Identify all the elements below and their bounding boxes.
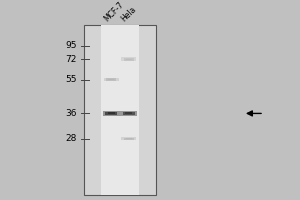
Text: 95: 95 xyxy=(65,41,76,50)
Bar xyxy=(105,112,117,115)
Text: 28: 28 xyxy=(65,134,76,143)
Bar xyxy=(104,78,118,81)
Bar xyxy=(101,25,122,195)
Bar xyxy=(123,112,135,115)
Bar xyxy=(108,112,115,114)
Text: MCF-7: MCF-7 xyxy=(102,1,125,24)
Bar xyxy=(120,111,137,116)
Bar xyxy=(84,25,156,195)
Bar xyxy=(103,111,120,116)
Bar xyxy=(125,112,132,114)
Text: 36: 36 xyxy=(65,109,76,118)
Bar xyxy=(124,138,134,140)
Bar xyxy=(106,78,116,81)
Bar xyxy=(126,138,131,139)
Text: 72: 72 xyxy=(65,55,76,64)
Text: 55: 55 xyxy=(65,75,76,84)
Bar xyxy=(126,59,131,60)
Bar xyxy=(118,25,139,195)
Bar xyxy=(109,79,114,80)
Bar xyxy=(122,57,136,61)
Bar xyxy=(124,58,134,61)
Text: Hela: Hela xyxy=(119,5,138,24)
Bar xyxy=(122,137,136,140)
